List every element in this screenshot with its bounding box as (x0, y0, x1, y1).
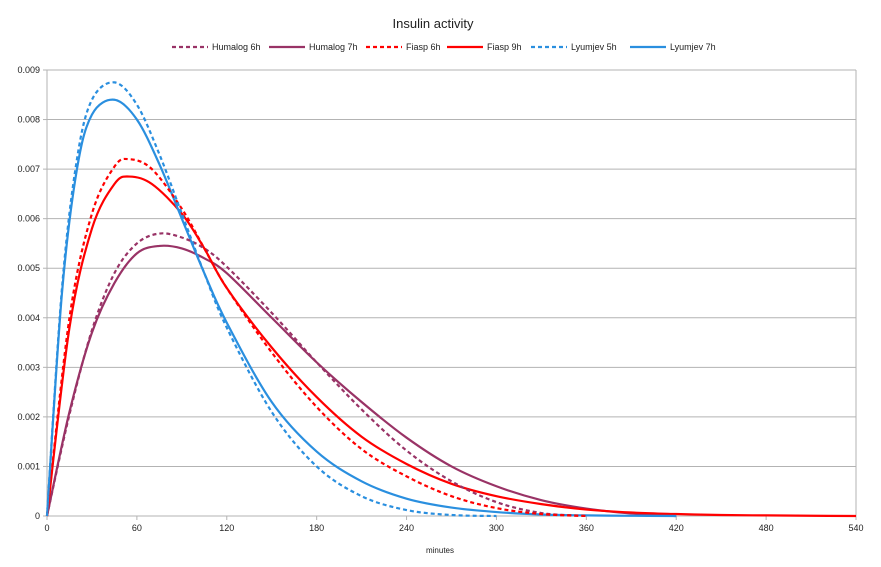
y-tick-label: 0.009 (17, 65, 40, 75)
x-tick-label: 240 (399, 523, 414, 533)
x-tick-label: 0 (44, 523, 49, 533)
legend-label: Lyumjev 5h (571, 42, 617, 52)
legend-item-lyumjev-7h: Lyumjev 7h (630, 42, 716, 52)
series-line-fiasp-9h (45, 175, 857, 518)
series-line-humalog-7h (45, 244, 677, 518)
legend-label: Fiasp 9h (487, 42, 522, 52)
legend-item-humalog-6h: Humalog 6h (172, 42, 261, 52)
x-tick-label: 180 (309, 523, 324, 533)
axes: 0 0.001 0.002 0.003 0.004 0.005 0.006 0.007 0.00… (17, 65, 863, 533)
legend-item-humalog-7h: Humalog 7h (269, 42, 358, 52)
legend: Humalog 6h Humalog 7h Fiasp 6h Fiasp 9h Lyum… (172, 42, 716, 52)
series-line-lyumjev-5h (45, 81, 497, 518)
y-tick-label: 0.002 (17, 412, 40, 422)
x-tick-label: 420 (669, 523, 684, 533)
legend-label: Fiasp 6h (406, 42, 441, 52)
y-tick-label: 0.003 (17, 362, 40, 372)
legend-item-lyumjev-5h: Lyumjev 5h (531, 42, 617, 52)
y-tick-label: 0.005 (17, 263, 40, 273)
y-tick-label: 0.008 (17, 115, 40, 125)
x-tick-label: 60 (132, 523, 142, 533)
x-tick-label: 360 (579, 523, 594, 533)
x-tick-label: 480 (759, 523, 774, 533)
x-axis-title: minutes (426, 546, 454, 555)
legend-item-fiasp-6h: Fiasp 6h (366, 42, 441, 52)
series-line-humalog-6h (45, 232, 587, 518)
series-lines (45, 81, 857, 518)
x-tick-label: 540 (848, 523, 863, 533)
legend-label: Humalog 6h (212, 42, 261, 52)
legend-label: Lyumjev 7h (670, 42, 716, 52)
x-tick-label: 120 (219, 523, 234, 533)
chart-title: Insulin activity (393, 16, 474, 31)
series-line-fiasp-6h (45, 157, 587, 518)
legend-item-fiasp-9h: Fiasp 9h (447, 42, 522, 52)
series-line-lyumjev-7h (45, 98, 677, 518)
y-tick-label: 0.004 (17, 313, 40, 323)
y-tick-label: 0.001 (17, 461, 40, 471)
legend-label: Humalog 7h (309, 42, 358, 52)
y-tick-label: 0.006 (17, 214, 40, 224)
x-tick-label: 300 (489, 523, 504, 533)
y-tick-label: 0.007 (17, 164, 40, 174)
y-tick-label: 0 (35, 511, 40, 521)
